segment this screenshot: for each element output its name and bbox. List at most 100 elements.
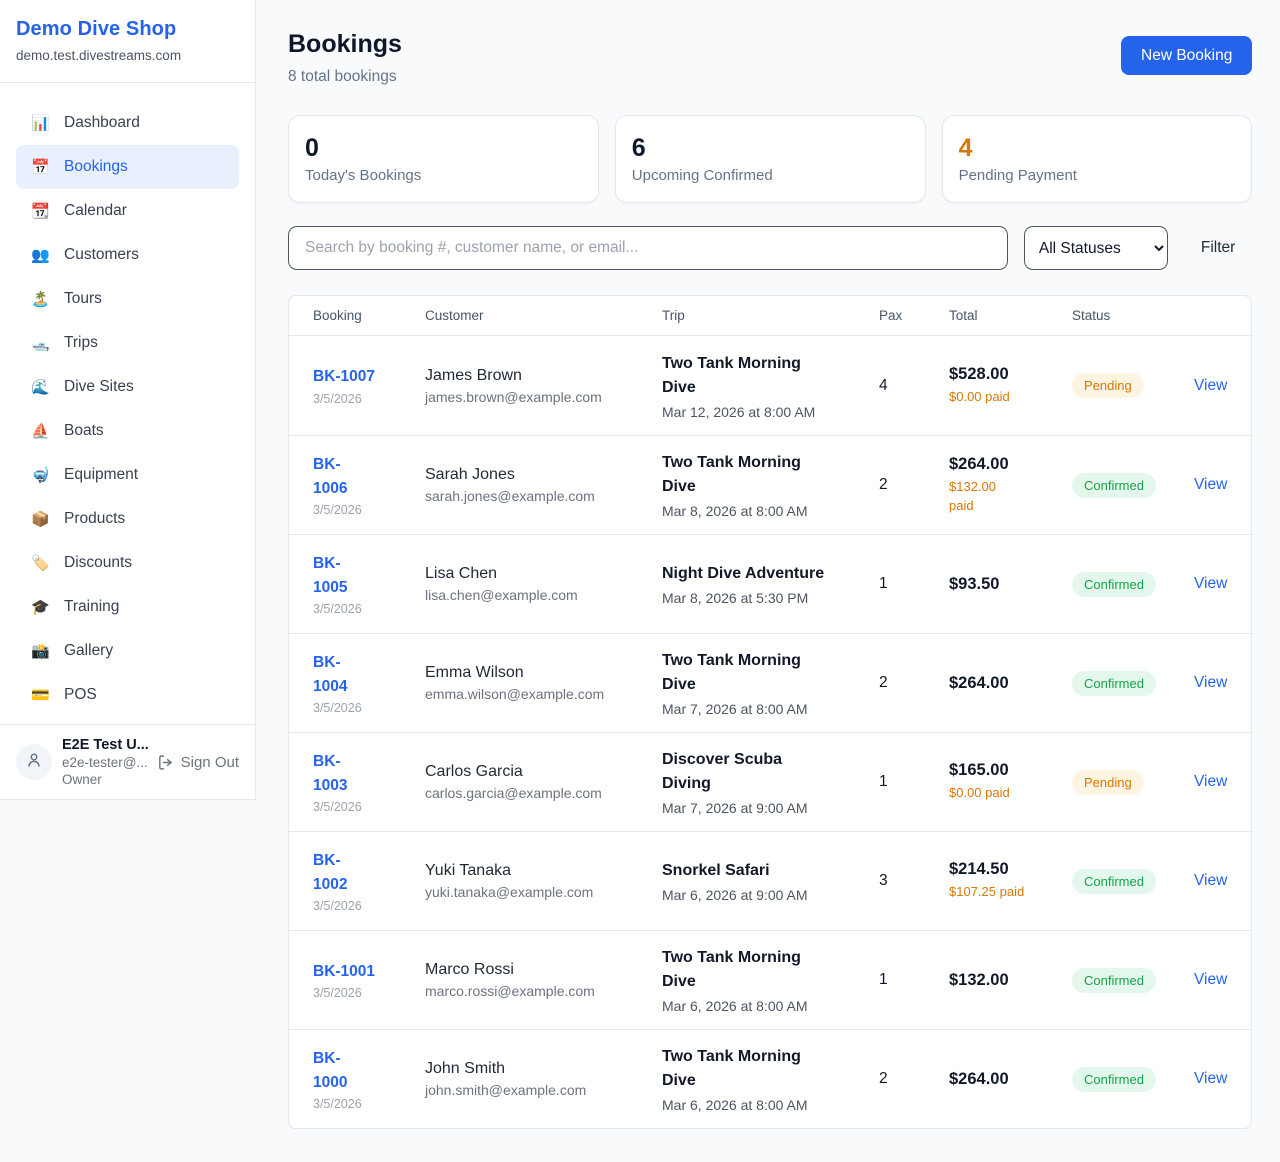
status-badge: Confirmed [1072,670,1156,696]
trips-icon: 🛥️ [31,335,50,352]
view-link[interactable]: View [1194,575,1228,592]
customer-cell: Sarah Jones sarah.jones@example.com [425,466,662,504]
stat-card-today-s-bookings: 0 Today's Bookings [288,115,599,203]
booking-cell: BK- 1006 3/5/2026 [313,453,425,517]
page-title: Bookings [288,30,402,58]
customer-cell: John Smith john.smith@example.com [425,1060,662,1098]
status-badge: Confirmed [1072,472,1156,498]
sidebar-nav: 📊 Dashboard 📅 Bookings 📆 Calendar 👥 Customers 🏝️… [0,83,255,717]
customer-cell: Yuki Tanaka yuki.tanaka@example.com [425,862,662,900]
sidebar-item-pos[interactable]: 💳 POS [16,673,239,717]
sidebar-item-products[interactable]: 📦 Products [16,497,239,541]
status-badge: Confirmed [1072,967,1156,993]
avatar [16,744,52,780]
booking-cell: BK- 1003 3/5/2026 [313,750,425,814]
trip-datetime: Mar 12, 2026 at 8:00 AM [662,403,816,420]
customer-name: Sarah Jones [425,466,515,483]
total-amount: $264.00 [949,455,1009,474]
booking-link[interactable]: BK- 1003 [313,753,348,794]
booking-link[interactable]: BK- 1006 [313,456,348,497]
page-header: Bookings 8 total bookings New Booking [288,30,1253,86]
status-cell: Confirmed [1072,472,1194,498]
view-link[interactable]: View [1194,971,1228,988]
sidebar-header: Demo Dive Shop demo.test.divestreams.com [0,0,255,83]
customer-cell: Emma Wilson emma.wilson@example.com [425,664,662,702]
booking-cell: BK- 1005 3/5/2026 [313,552,425,616]
booking-date: 3/5/2026 [313,986,362,1001]
filter-button[interactable]: Filter [1184,239,1252,257]
sign-out-label: Sign Out [180,753,239,771]
column-header-customer: Customer [425,308,484,323]
training-icon: 🎓 [31,599,50,616]
sidebar-item-dive-sites[interactable]: 🌊 Dive Sites [16,365,239,409]
booking-date: 3/5/2026 [313,898,362,913]
sidebar-item-tours[interactable]: 🏝️ Tours [16,277,239,321]
status-cell: Confirmed [1072,868,1194,894]
amount-paid: $107.25 paid [949,884,1025,900]
bookings-icon: 📅 [31,159,50,176]
sidebar-item-boats[interactable]: ⛵ Boats [16,409,239,453]
booking-link[interactable]: BK- 1004 [313,654,348,695]
total-cell: $528.00 $0.00 paid [949,365,1072,406]
pax-value: 4 [879,376,888,394]
total-amount: $264.00 [949,1069,1009,1088]
booking-date: 3/5/2026 [313,700,362,715]
table-row: BK- 1002 3/5/2026 Yuki Tanaka yuki.tanaka@e… [289,831,1252,930]
view-link[interactable]: View [1194,773,1228,790]
trip-datetime: Mar 8, 2026 at 8:00 AM [662,503,808,519]
total-amount: $132.00 [949,970,1009,989]
view-link[interactable]: View [1194,1070,1228,1087]
trip-cell: Two Tank Morning Dive Mar 8, 2026 at 8:00… [662,451,879,519]
filter-row: All Statuses Filter [288,226,1252,270]
total-amount: $214.50 [949,860,1009,879]
customer-name: Lisa Chen [425,565,498,582]
status-select[interactable]: All Statuses [1023,226,1168,270]
view-link[interactable]: View [1194,476,1228,493]
table-row: BK- 1000 3/5/2026 John Smith john.smith@exa… [289,1029,1252,1128]
table-row: BK- 1005 3/5/2026 Lisa Chen lisa.chen@examp… [289,534,1252,633]
booking-link[interactable]: BK-1007 [313,368,376,386]
sidebar-item-training[interactable]: 🎓 Training [16,585,239,629]
view-link[interactable]: View [1194,872,1228,889]
trip-cell: Two Tank Morning Dive Mar 6, 2026 at 8:00… [662,946,879,1014]
new-booking-button[interactable]: New Booking [1121,36,1253,75]
stat-value: 6 [631,134,646,162]
booking-cell: BK-1001 3/5/2026 [313,960,425,1000]
view-cell: View [1194,575,1227,593]
view-cell: View [1194,377,1227,395]
booking-cell: BK- 1000 3/5/2026 [313,1047,425,1111]
view-cell: View [1194,971,1227,989]
page-header-titles: Bookings 8 total bookings [288,30,402,86]
search-input[interactable] [288,226,1008,270]
customer-email: emma.wilson@example.com [425,686,605,702]
sidebar-item-calendar[interactable]: 📆 Calendar [16,189,239,233]
table-body: BK-1007 3/5/2026 James Brown james.brown@ex… [289,336,1252,1128]
view-link[interactable]: View [1194,674,1228,691]
table-row: BK- 1004 3/5/2026 Emma Wilson emma.wilson@e… [289,633,1252,732]
sidebar-item-dashboard[interactable]: 📊 Dashboard [16,101,239,145]
trip-name: Two Tank Morning Dive [662,454,801,495]
view-link[interactable]: View [1194,376,1228,394]
pax-value: 1 [879,971,888,988]
table-row: BK- 1006 3/5/2026 Sarah Jones sarah.jones@e… [289,435,1252,534]
sidebar-item-customers[interactable]: 👥 Customers [16,233,239,277]
booking-link[interactable]: BK- 1005 [313,555,348,596]
sidebar-item-equipment[interactable]: 🤿 Equipment [16,453,239,497]
booking-link[interactable]: BK- 1002 [313,852,348,893]
booking-link[interactable]: BK- 1000 [313,1050,348,1091]
gallery-icon: 📸 [31,643,50,660]
trip-cell: Night Dive Adventure Mar 8, 2026 at 5:30 … [662,562,879,606]
sign-out-button[interactable]: Sign Out [157,754,239,771]
table-row: BK- 1003 3/5/2026 Carlos Garcia carlos.garc… [289,732,1252,831]
sidebar-item-bookings[interactable]: 📅 Bookings [16,145,239,189]
sidebar-item-trips[interactable]: 🛥️ Trips [16,321,239,365]
customers-icon: 👥 [31,247,50,264]
booking-link[interactable]: BK-1001 [313,962,376,980]
sidebar-item-label: Trips [64,334,98,351]
column-header-pax: Pax [879,308,903,323]
customer-name: Marco Rossi [425,961,514,978]
sidebar-item-discounts[interactable]: 🏷️ Discounts [16,541,239,585]
sidebar-item-gallery[interactable]: 📸 Gallery [16,629,239,673]
pax-value: 2 [879,674,888,691]
customer-cell: James Brown james.brown@example.com [425,367,662,405]
